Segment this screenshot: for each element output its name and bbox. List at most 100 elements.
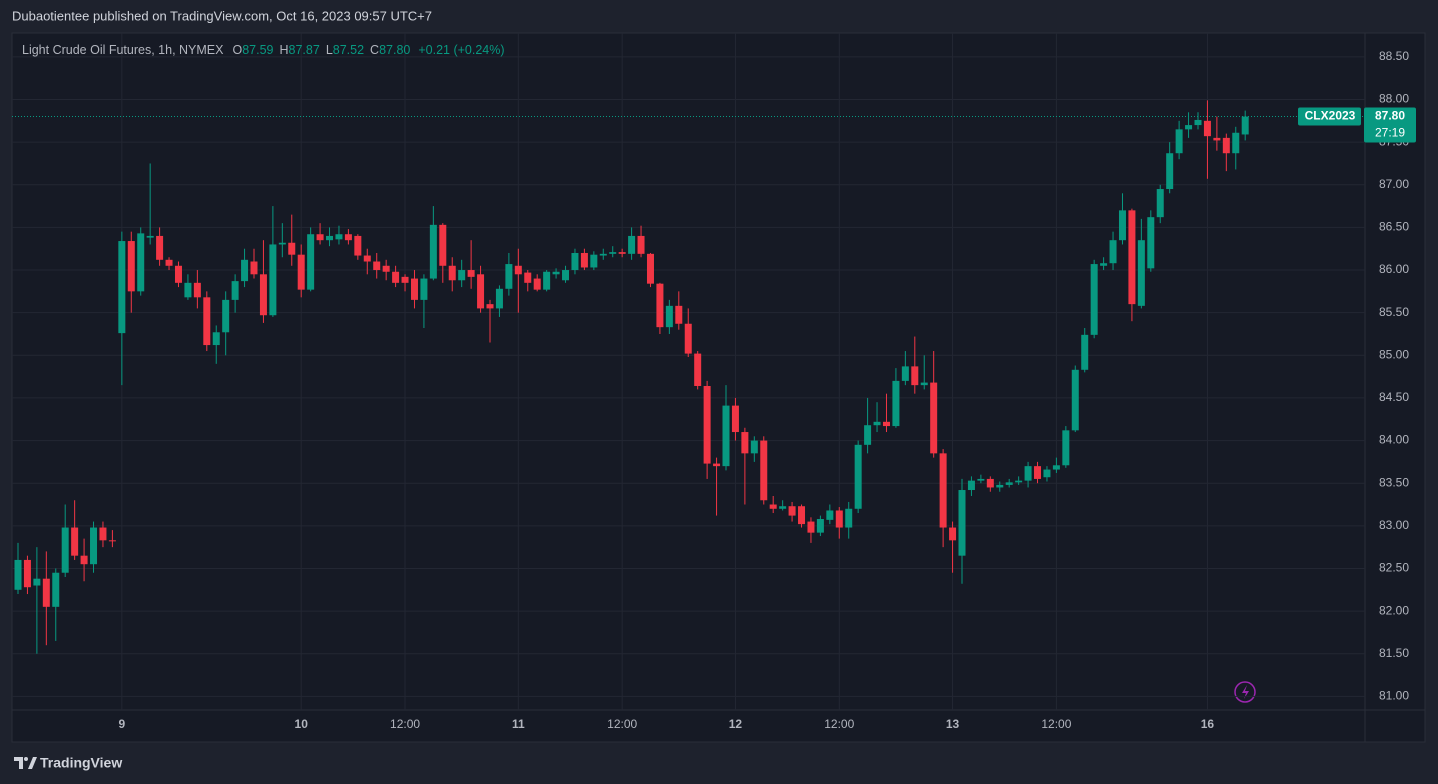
- candle-body: [788, 506, 796, 516]
- y-tick-label: 84.50: [1379, 390, 1409, 404]
- y-tick-label: 81.50: [1379, 646, 1409, 660]
- legend-key: O: [232, 43, 242, 57]
- footer-logo: [14, 757, 37, 769]
- candle-body: [1062, 430, 1070, 466]
- candle-body: [760, 440, 768, 501]
- candle-body: [363, 255, 371, 262]
- candle-body: [439, 224, 447, 266]
- candle-body: [1052, 465, 1060, 470]
- candle-body: [212, 332, 220, 346]
- candle-body: [118, 241, 126, 334]
- candle-body: [646, 253, 654, 284]
- candle-body: [798, 506, 806, 525]
- x-tick-label: 12:00: [1041, 717, 1071, 731]
- y-tick-label: 88.00: [1379, 92, 1409, 106]
- x-tick-label: 16: [1201, 717, 1215, 731]
- y-tick-label: 82.50: [1379, 561, 1409, 575]
- candle-body: [741, 432, 749, 454]
- candle-body: [609, 252, 617, 254]
- candle-body: [562, 270, 570, 281]
- candle-body: [410, 278, 418, 300]
- candle-body: [222, 299, 230, 333]
- candle-body: [193, 282, 201, 298]
- candle-body: [854, 444, 862, 509]
- legend-key: C: [370, 43, 379, 57]
- candle-body: [14, 559, 22, 590]
- candle-body: [382, 265, 390, 272]
- candle-body: [486, 304, 494, 309]
- candle-body: [684, 323, 692, 354]
- legend: Light Crude Oil Futures, 1h, NYMEX O87.59…: [22, 43, 505, 57]
- candle-body: [401, 276, 409, 283]
- candle-body: [1043, 469, 1051, 478]
- candle-body: [864, 425, 872, 445]
- candle-body: [1015, 480, 1023, 483]
- candle-body: [1241, 116, 1249, 135]
- candle-body: [495, 288, 503, 309]
- candle-body: [543, 271, 551, 290]
- candle-body: [816, 519, 824, 533]
- candle-body: [203, 297, 211, 346]
- candle-body: [137, 233, 145, 292]
- x-tick-label: 12: [729, 717, 743, 731]
- candle-body: [1024, 466, 1032, 481]
- candle-body: [977, 478, 985, 481]
- candle-body: [1005, 482, 1013, 485]
- footer-brand: TradingView: [40, 755, 122, 771]
- candle-body: [590, 254, 598, 268]
- candle-body: [250, 261, 258, 275]
- candle-body: [892, 380, 900, 427]
- candle-body: [996, 484, 1004, 488]
- candle-body: [108, 540, 116, 542]
- candle-body: [675, 305, 683, 324]
- chart-pane: [11, 32, 1426, 743]
- candle-body: [61, 527, 69, 573]
- candle-body: [967, 480, 975, 491]
- candle-body: [71, 527, 79, 556]
- x-tick-label: 12:00: [607, 717, 637, 731]
- candle-body: [1203, 120, 1211, 137]
- candle-body: [1156, 189, 1164, 218]
- x-tick-label: 12:00: [824, 717, 854, 731]
- candle-body: [1147, 217, 1155, 269]
- candle-body: [571, 252, 579, 271]
- candle-body: [1175, 129, 1183, 154]
- candle-body: [1109, 240, 1117, 264]
- candle-body: [1081, 334, 1089, 370]
- candle-body: [269, 244, 277, 316]
- legend-value: 87.87: [289, 43, 320, 57]
- candle-body: [665, 305, 673, 328]
- candle-body: [467, 270, 475, 277]
- y-tick-label: 83.00: [1379, 518, 1409, 532]
- candle-body: [920, 382, 928, 386]
- candle-body: [1232, 132, 1240, 154]
- candle-body: [599, 253, 607, 256]
- candle-body: [373, 261, 381, 271]
- candle-body: [297, 254, 305, 290]
- candle-body: [259, 274, 267, 316]
- candle-body: [354, 235, 362, 256]
- candle-body: [1222, 137, 1230, 154]
- candle-body: [335, 234, 343, 240]
- y-tick-label: 86.00: [1379, 262, 1409, 276]
- y-tick-label: 86.50: [1379, 220, 1409, 234]
- candle-body: [807, 521, 815, 533]
- candle-body: [901, 366, 909, 381]
- candle-body: [1034, 466, 1042, 479]
- candles: [14, 100, 1249, 654]
- candle-body: [316, 234, 324, 241]
- lightning-icon: [1234, 681, 1256, 703]
- candle-body: [174, 265, 182, 283]
- candle-body: [80, 555, 88, 565]
- symbol-text: CLX2023: [1305, 109, 1356, 123]
- countdown-text: 27:19: [1375, 126, 1405, 140]
- price-text: 87.80: [1375, 109, 1405, 123]
- candle-body: [845, 508, 853, 528]
- candle-body: [307, 234, 315, 290]
- grid: [12, 33, 1365, 710]
- candle-body: [1194, 119, 1202, 126]
- candle-body: [986, 478, 994, 488]
- x-tick-label: 9: [118, 717, 125, 731]
